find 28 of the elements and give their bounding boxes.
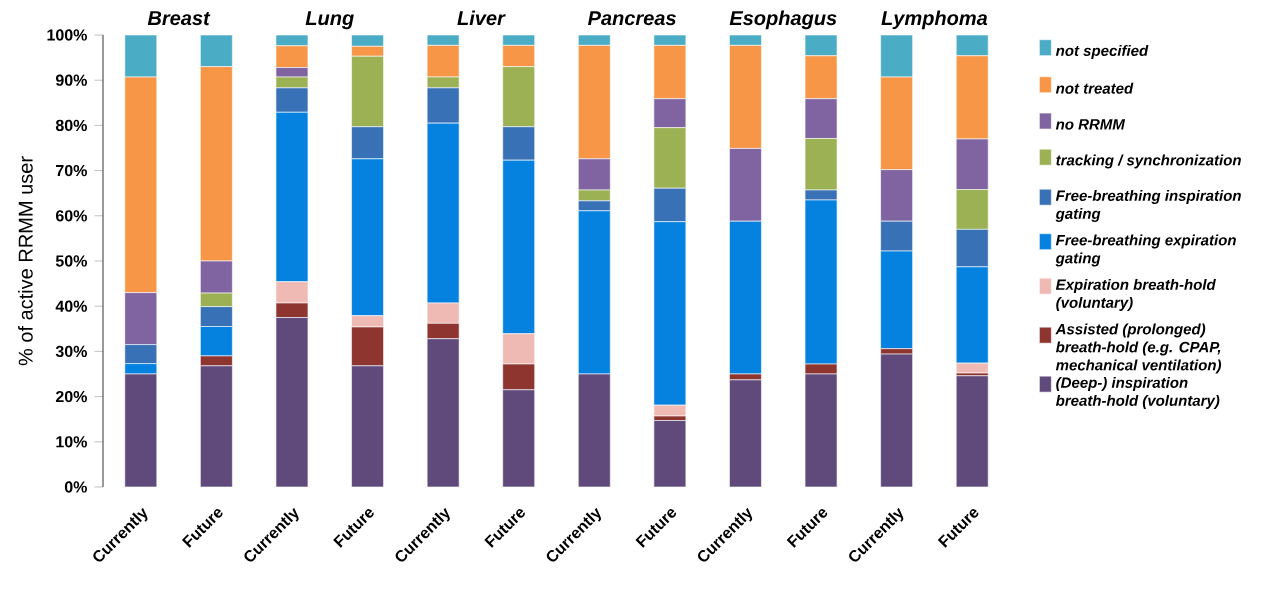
text: Liver [457,10,506,26]
y-tick-label: 30% [55,345,87,358]
y-tick-label: 10% [56,436,87,448]
legend-label: Free-breathing inspiration gating [1055,189,1241,222]
y-tick-label: 60% [55,210,87,222]
y-tick-label: 70% [56,164,87,177]
y-axis-title: % of active RRMM user [18,156,33,366]
legend-label: Assisted (prolonged) breath-hold (e.g. CPAP, mechanical ventilation) [1055,323,1222,374]
legend-label: Free-breathing expiration gating [1055,234,1236,267]
text: Pancreas [587,11,676,26]
y-tick-label: 80% [55,119,87,132]
legend-label: no RRMM [1055,119,1126,130]
y-tick-label: 50% [55,255,87,267]
y-tick-label: 90% [55,74,87,86]
legend-label: Expiration breath-hold (voluntary) [1055,278,1216,311]
y-tick-label: 20% [55,390,87,403]
bar [955,375,989,488]
text: Esophagus [729,10,837,30]
y-tick-label: 0% [64,481,87,493]
text: Lymphoma [881,10,988,30]
legend-label: tracking / synchronization [1056,154,1241,169]
legend-label: not treated [1055,82,1134,94]
y-tick-label: 40% [55,300,87,312]
text: Breast [147,11,211,26]
legend-label: not specified [1055,44,1149,59]
y-tick-label: 100% [47,29,87,41]
text: Lung [305,11,354,30]
legend-label: (Deep-) inspiration breath-hold (voluntary) [1055,376,1220,409]
